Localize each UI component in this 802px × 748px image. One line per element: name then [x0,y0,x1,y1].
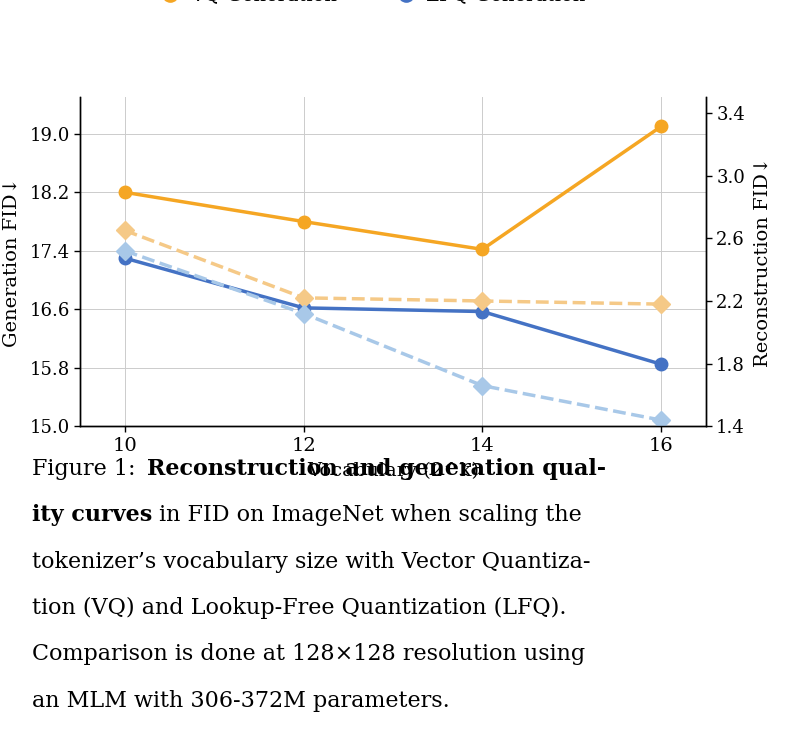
Text: Comparison is done at 128×128 resolution using: Comparison is done at 128×128 resolution… [32,643,585,665]
Legend: VQ Reconstruction, VQ Generation, LFQ Reconstruction, LFQ Generation: VQ Reconstruction, VQ Generation, LFQ Re… [152,0,634,12]
Text: Figure 1:: Figure 1: [32,458,147,479]
Text: tion (VQ) and Lookup-Free Quantization (LFQ).: tion (VQ) and Lookup-Free Quantization (… [32,597,566,619]
Text: tokenizer’s vocabulary size with Vector Quantiza-: tokenizer’s vocabulary size with Vector … [32,551,590,572]
Text: an MLM with 306-372M parameters.: an MLM with 306-372M parameters. [32,690,450,711]
Text: ity curves: ity curves [32,504,152,526]
X-axis label: Vocabulary (2^k): Vocabulary (2^k) [307,462,479,480]
Text: in FID on ImageNet when scaling the: in FID on ImageNet when scaling the [152,504,582,526]
Y-axis label: Generation FID↓: Generation FID↓ [3,177,21,347]
Y-axis label: Reconstruction FID↓: Reconstruction FID↓ [753,156,772,367]
Text: Reconstruction and generation qual-: Reconstruction and generation qual- [147,458,606,479]
